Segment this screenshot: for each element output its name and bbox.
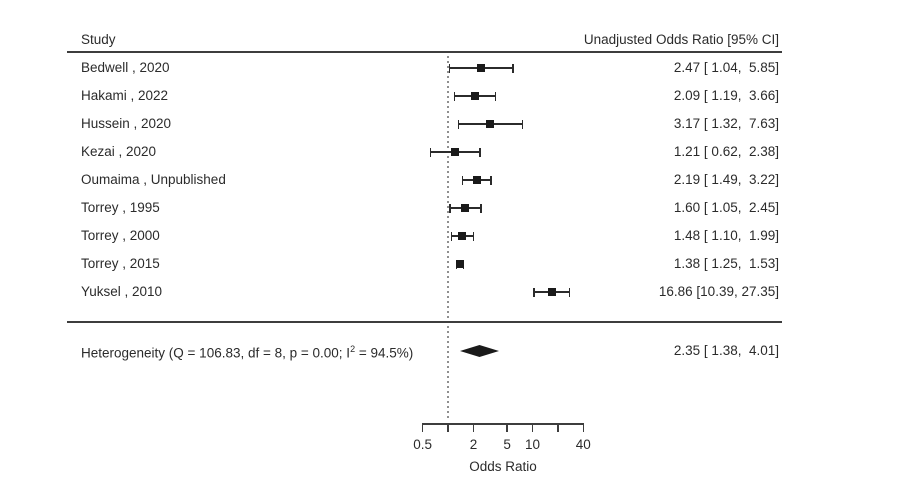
ci-cap-left	[450, 231, 453, 241]
effect-marker	[461, 204, 470, 212]
effect-value: 1.21 [ 0.62, 2.38]	[673, 144, 779, 159]
axis-tick	[421, 423, 424, 432]
axis-tick-label: 2	[469, 437, 478, 452]
ci-cap-left	[461, 175, 464, 185]
effect-value: 1.60 [ 1.05, 2.45]	[673, 200, 779, 215]
ci-cap-left	[457, 119, 460, 129]
axis-tick	[447, 423, 449, 432]
summary-diamond	[459, 345, 499, 357]
effect-marker	[486, 120, 495, 128]
axis-tick	[506, 423, 508, 432]
effect-value: 2.47 [ 1.04, 5.85]	[673, 60, 779, 75]
axis-tick-label: 10	[524, 437, 540, 452]
study-label: Bedwell , 2020	[81, 60, 170, 75]
ci-cap-left	[453, 91, 456, 101]
ci-cap-right	[472, 231, 475, 241]
axis-tick-label: 5	[503, 437, 511, 452]
summary-divider	[67, 321, 782, 323]
ci-cap-right	[480, 203, 482, 213]
heterogeneity-text-end: = 94.5%)	[355, 345, 414, 361]
study-label: Torrey , 1995	[81, 200, 160, 215]
axis-tick	[582, 423, 585, 432]
effect-value: 2.19 [ 1.49, 3.22]	[673, 172, 779, 187]
study-label: Oumaima , Unpublished	[81, 172, 226, 187]
ci-cap-right	[479, 147, 481, 157]
study-label: Yuksel , 2010	[81, 284, 163, 299]
column-header-effect: Unadjusted Odds Ratio [95% CI]	[583, 32, 779, 47]
effect-marker	[472, 176, 481, 184]
study-label: Hakami , 2022	[81, 88, 169, 103]
axis-tick	[472, 423, 475, 432]
effect-value: 1.38 [ 1.25, 1.53]	[673, 256, 779, 271]
effect-marker	[455, 260, 464, 268]
axis-tick	[531, 423, 534, 432]
axis-tick	[557, 423, 559, 432]
header-divider	[67, 51, 782, 53]
effect-marker	[471, 92, 480, 100]
ci-cap-right	[494, 91, 497, 101]
heterogeneity-sup: 2	[350, 343, 356, 354]
effect-value: 16.86 [10.39, 27.35]	[658, 284, 779, 299]
ci-cap-right	[490, 175, 492, 185]
study-label: Torrey , 2015	[81, 256, 160, 271]
effect-value: 1.48 [ 1.10, 1.99]	[673, 228, 779, 243]
column-header-study: Study	[81, 32, 116, 47]
effect-marker	[458, 232, 467, 240]
ci-cap-right	[521, 119, 524, 129]
ci-cap-left	[448, 63, 451, 73]
axis-tick-label: 0.5	[413, 437, 433, 452]
study-label: Kezai , 2020	[81, 144, 157, 159]
summary-effect-value: 2.35 [ 1.38, 4.01]	[673, 343, 779, 358]
ci-cap-right	[568, 287, 571, 297]
x-axis-title: Odds Ratio	[469, 459, 537, 474]
ci-cap-left	[429, 147, 432, 157]
effect-value: 3.17 [ 1.32, 7.63]	[673, 116, 779, 131]
study-label: Hussein , 2020	[81, 116, 172, 131]
ci-cap-left	[533, 287, 535, 297]
ci-cap-right	[512, 63, 514, 73]
reference-line-or1	[447, 56, 449, 421]
study-label: Torrey , 2000	[81, 228, 160, 243]
effect-marker	[451, 148, 460, 156]
x-axis-line	[421, 423, 585, 425]
ci-cap-left	[449, 203, 451, 213]
heterogeneity-label: Heterogeneity (Q = 106.83, df = 8, p = 0…	[81, 341, 413, 362]
effect-marker	[477, 64, 486, 72]
heterogeneity-text: Heterogeneity (Q = 106.83, df = 8, p = 0…	[81, 345, 351, 361]
axis-tick-label: 40	[575, 437, 591, 452]
effect-value: 2.09 [ 1.19, 3.66]	[673, 88, 779, 103]
effect-marker	[547, 288, 556, 296]
